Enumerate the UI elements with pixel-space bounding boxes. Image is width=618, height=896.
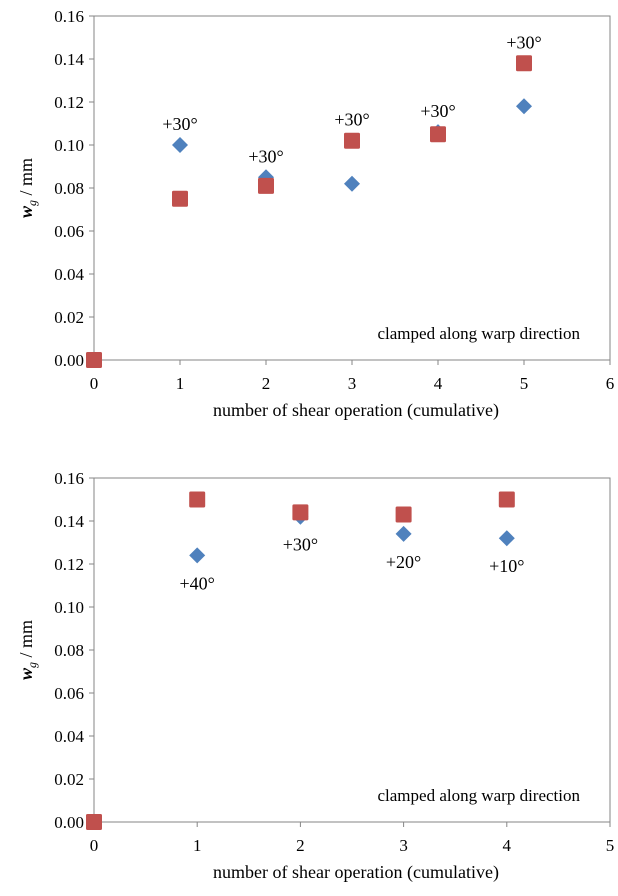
bottom-clamp-note: clamped along warp direction: [377, 786, 580, 805]
top-x-tick-label: 2: [262, 374, 271, 393]
top-clamp-note: clamped along warp direction: [377, 324, 580, 343]
bottom-y-tick-label: 0.04: [54, 727, 84, 746]
top-x-tick-label: 5: [520, 374, 529, 393]
bottom-x-tick-label: 5: [606, 836, 615, 855]
top-x-tick-label: 6: [606, 374, 615, 393]
top-y-tick-label: 0.12: [54, 93, 84, 112]
bottom-x-tick-label: 3: [399, 836, 408, 855]
top-x-tick-label: 3: [348, 374, 357, 393]
bottom-point-square: [86, 814, 102, 830]
top-point-square: [172, 190, 188, 207]
chart-bottom: 0.00 0.02 0.04 0.06 0.08 0.10 0.12 0.14 0.16 0 1 2 3…: [16, 469, 615, 883]
top-y-tick-label: 0.14: [54, 50, 84, 69]
top-angle-label: +30°: [506, 32, 541, 52]
top-x-tick-label: 1: [176, 374, 185, 393]
top-point-diamond: [516, 98, 532, 115]
chart-top: 0.00 0.02 0.04 0.06 0.08 0.10 0.12 0.14 0.16 0 1 2 3…: [16, 7, 615, 421]
bottom-y-tick-label: 0.14: [54, 512, 84, 531]
bottom-x-axis-title: number of shear operation (cumulative): [213, 862, 499, 883]
top-x-axis-title: number of shear operation (cumulative): [213, 400, 499, 421]
top-angle-label: +30°: [248, 146, 283, 166]
top-y-tick-label: 0.02: [54, 308, 84, 327]
bottom-point-square: [498, 491, 515, 508]
top-point-square: [86, 352, 102, 368]
bottom-point-square: [292, 504, 309, 521]
top-y-axis-title: wg / mm: [16, 158, 39, 218]
bottom-y-tick-label: 0.16: [54, 469, 84, 488]
bottom-x-tick-label: 0: [90, 836, 99, 855]
top-x-tick-label: 4: [434, 374, 443, 393]
top-angle-label: +30°: [162, 114, 197, 134]
bottom-angle-label: +20°: [386, 552, 421, 572]
bottom-x-tick-label: 4: [503, 836, 512, 855]
bottom-angle-label: +30°: [283, 535, 318, 555]
bottom-y-tick-label: 0.06: [54, 684, 84, 703]
bottom-angle-label: +40°: [180, 573, 215, 593]
top-point-square: [344, 132, 360, 149]
bottom-y-tick-label: 0.10: [54, 598, 84, 617]
bottom-y-axis-title: wg / mm: [16, 620, 39, 680]
top-y-tick-label: 0.04: [54, 265, 84, 284]
top-point-diamond: [344, 175, 360, 192]
top-y-tick-label: 0.08: [54, 179, 84, 198]
bottom-y-tick-label: 0.12: [54, 555, 84, 574]
bottom-point-diamond: [498, 530, 515, 547]
top-angle-label: +30°: [334, 110, 369, 130]
bottom-point-diamond: [395, 525, 412, 542]
top-point-square: [258, 177, 274, 194]
bottom-angle-label: +10°: [489, 556, 524, 576]
top-point-square: [516, 55, 532, 72]
top-angle-label: +30°: [420, 101, 455, 121]
bottom-point-diamond: [189, 547, 206, 564]
top-y-tick-label: 0.06: [54, 222, 84, 241]
bottom-x-tick-label: 1: [193, 836, 202, 855]
bottom-y-tick-label: 0.00: [54, 813, 84, 832]
bottom-y-tick-label: 0.08: [54, 641, 84, 660]
top-y-tick-label: 0.10: [54, 136, 84, 155]
bottom-x-tick-label: 2: [296, 836, 305, 855]
top-y-tick-label: 0.00: [54, 351, 84, 370]
bottom-point-square: [189, 491, 206, 508]
top-point-diamond: [172, 137, 188, 153]
bottom-y-tick-label: 0.02: [54, 770, 84, 789]
top-x-tick-label: 0: [90, 374, 99, 393]
bottom-point-square: [395, 506, 412, 523]
top-y-tick-label: 0.16: [54, 7, 84, 26]
top-point-square: [430, 126, 446, 143]
bottom-plot-area: [93, 477, 611, 823]
